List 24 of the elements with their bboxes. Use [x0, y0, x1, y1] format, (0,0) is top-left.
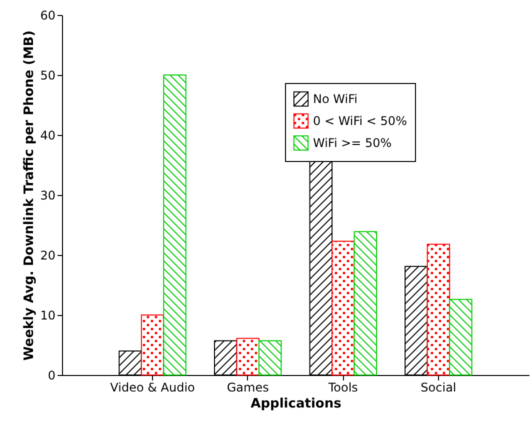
bar: [163, 74, 186, 376]
y-tick-label: 30: [40, 188, 56, 202]
bar: [354, 231, 378, 376]
bar: [140, 314, 164, 376]
bar: [258, 340, 282, 376]
y-tick-label: 10: [40, 308, 56, 322]
legend-label: 0 < WiFi < 50%: [313, 114, 407, 128]
y-tick-label: 40: [40, 128, 56, 142]
x-tick-label: Social: [420, 380, 456, 394]
x-tick-label: Tools: [327, 380, 358, 394]
x-tick-label: Games: [226, 380, 269, 394]
y-tick-label: 20: [40, 248, 56, 262]
y-tick-label: 0: [48, 368, 56, 382]
bar: [426, 244, 450, 376]
bar: [332, 240, 355, 376]
x-axis-title: Applications: [250, 396, 342, 412]
y-axis-title: Weekly Avg. Downlink Traffic per Phone (MB): [22, 30, 38, 361]
x-tick-label: Video & Audio: [110, 380, 195, 394]
legend-label: WiFi >= 50%: [313, 136, 392, 150]
legend-label: No WiFi: [313, 92, 358, 106]
bar: [449, 298, 472, 376]
y-tick-label: 60: [40, 8, 56, 22]
bar: [236, 338, 260, 376]
y-tick-label: 50: [40, 68, 56, 82]
